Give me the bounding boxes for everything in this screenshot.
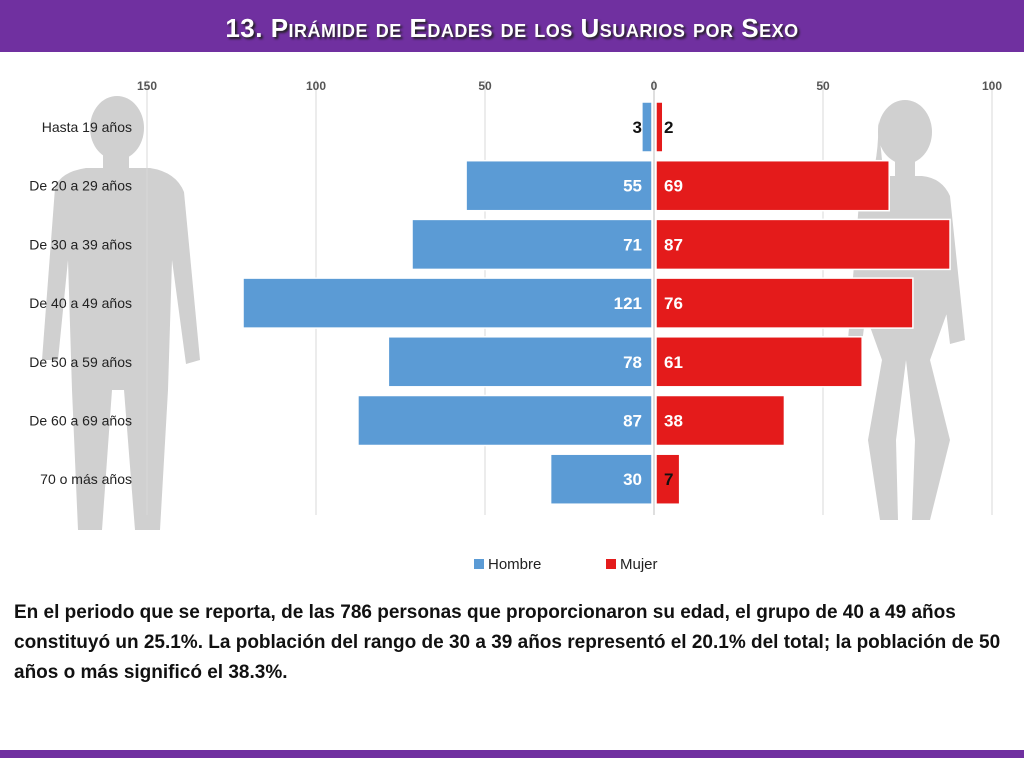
mujer-bar <box>655 277 914 329</box>
axis-tick-label: 100 <box>306 79 326 93</box>
mujer-bar <box>655 394 786 447</box>
hombre-bar <box>357 394 653 447</box>
mujer-value-label: 87 <box>664 235 683 254</box>
axis-tick-label: 150 <box>137 79 157 93</box>
category-label: 70 o más años <box>40 471 132 487</box>
man-silhouette-icon <box>42 96 200 530</box>
page-title: 13. Pirámide de Edades de los Usuarios p… <box>225 13 799 43</box>
hombre-bar <box>641 101 653 153</box>
hombre-bar <box>465 159 653 212</box>
hombre-value-label: 87 <box>623 412 642 431</box>
legend-label: Hombre <box>488 556 541 573</box>
legend-swatch <box>474 559 484 569</box>
axis-tick-label: 100 <box>982 79 1002 93</box>
mujer-bar <box>655 159 890 212</box>
axis-tick-label: 50 <box>478 79 492 93</box>
mujer-bar <box>655 218 951 271</box>
hombre-value-label: 3 <box>633 118 642 137</box>
mujer-value-label: 7 <box>664 470 673 489</box>
mujer-bar <box>655 101 664 153</box>
hombre-value-label: 121 <box>614 294 642 313</box>
category-label: De 20 a 29 años <box>29 178 132 194</box>
category-label: De 40 a 49 años <box>29 295 132 311</box>
axis-tick-label: 0 <box>651 79 658 93</box>
title-bar <box>0 0 1024 52</box>
legend-swatch <box>606 559 616 569</box>
mujer-value-label: 61 <box>664 353 683 372</box>
mujer-value-label: 69 <box>664 177 683 196</box>
hombre-bar <box>242 277 653 329</box>
hombre-value-label: 78 <box>623 353 642 372</box>
hombre-bar <box>387 336 653 388</box>
population-pyramid-chart: 150 100 50 0 50 100 Hasta 19 años 3 2 De 20 a 29… <box>29 79 1002 573</box>
mujer-value-label: 38 <box>664 412 683 431</box>
footer-bar <box>0 750 1024 758</box>
category-label: De 50 a 59 años <box>29 354 132 370</box>
category-label: De 30 a 39 años <box>29 236 132 252</box>
hombre-bar <box>549 453 653 505</box>
hombre-value-label: 30 <box>623 470 642 489</box>
mujer-bar <box>655 336 863 388</box>
description-text: En el periodo que se reporta, de las 786… <box>14 602 1001 683</box>
category-label: De 60 a 69 años <box>29 413 132 429</box>
category-label: Hasta 19 años <box>42 119 132 135</box>
hombre-bar <box>411 218 653 271</box>
legend-label: Mujer <box>620 556 658 573</box>
axis-tick-label: 50 <box>816 79 830 93</box>
mujer-value-label: 2 <box>664 118 673 137</box>
hombre-value-label: 71 <box>623 235 642 254</box>
hombre-value-label: 55 <box>623 177 642 196</box>
mujer-value-label: 76 <box>664 294 683 313</box>
mujer-bar <box>655 453 681 505</box>
